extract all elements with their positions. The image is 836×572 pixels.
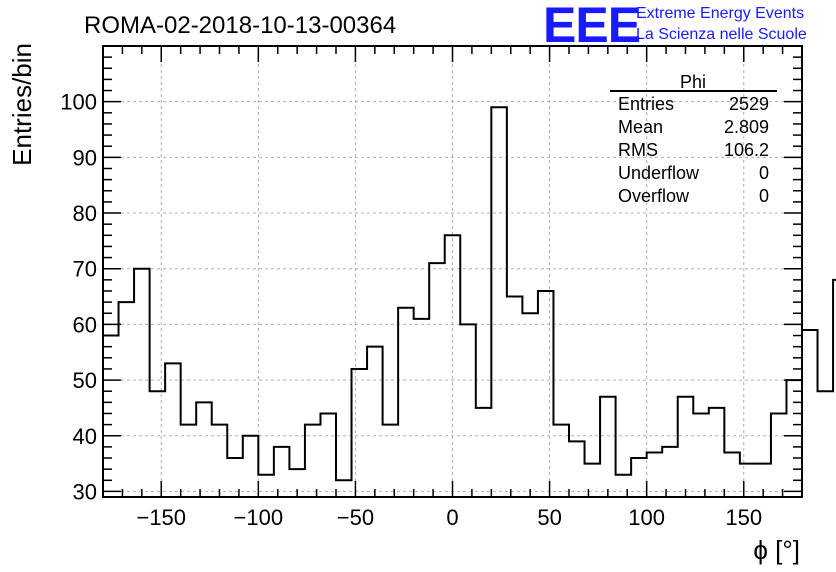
plot-frame	[102, 45, 803, 498]
stats-label: Mean	[618, 117, 663, 137]
stats-value: 0	[759, 163, 769, 183]
stats-box: Phi Entries 2529 Mean 2.809 RMS 106.2 Underflo…	[610, 72, 777, 206]
y-tick-label: 90	[73, 145, 97, 170]
y-tick-label: 40	[73, 424, 97, 449]
stats-value: 2.809	[724, 117, 769, 137]
x-tick-label: 0	[446, 505, 458, 530]
y-tick-label: 60	[73, 312, 97, 337]
y-tick-label: 100	[60, 90, 97, 115]
x-tick-label: 100	[628, 505, 665, 530]
logo-line-2: La Scienza nelle Scuole	[636, 26, 807, 43]
x-axis-label: ϕ [°]	[753, 535, 800, 565]
y-tick-label: 70	[73, 257, 97, 282]
chart-title: ROMA-02-2018-10-13-00364	[84, 12, 396, 39]
stats-label: RMS	[618, 140, 658, 160]
eee-logo: EEE Extreme Energy Events La Scienza nel…	[543, 0, 807, 53]
grid-lines	[103, 46, 802, 497]
x-tick-label: −100	[234, 505, 284, 530]
y-tick-label: 30	[73, 479, 97, 504]
histogram-series	[102, 106, 836, 497]
tick-labels: −150 −100 −50 0 50 100 150 30 40 50 60 70 80 90 100	[60, 90, 762, 530]
y-axis-label: Entries/bin	[7, 43, 37, 166]
stats-title: Phi	[680, 72, 706, 92]
eee-logo-mark: EEE	[543, 0, 640, 53]
stats-rows: Entries 2529 Mean 2.809 RMS 106.2 Underflow 0 Ov…	[618, 94, 769, 206]
stats-label: Overflow	[618, 186, 690, 206]
stats-label: Underflow	[618, 163, 700, 183]
x-tick-label: −150	[136, 505, 186, 530]
stats-label: Entries	[618, 94, 674, 114]
stats-value: 2529	[729, 94, 769, 114]
logo-line-1: Extreme Energy Events	[636, 5, 804, 22]
y-tick-label: 80	[73, 201, 97, 226]
x-tick-label: 150	[725, 505, 762, 530]
y-tick-label: 50	[73, 368, 97, 393]
stats-value: 106.2	[724, 140, 769, 160]
x-tick-label: 50	[537, 505, 561, 530]
x-tick-label: −50	[337, 505, 374, 530]
stats-value: 0	[759, 186, 769, 206]
